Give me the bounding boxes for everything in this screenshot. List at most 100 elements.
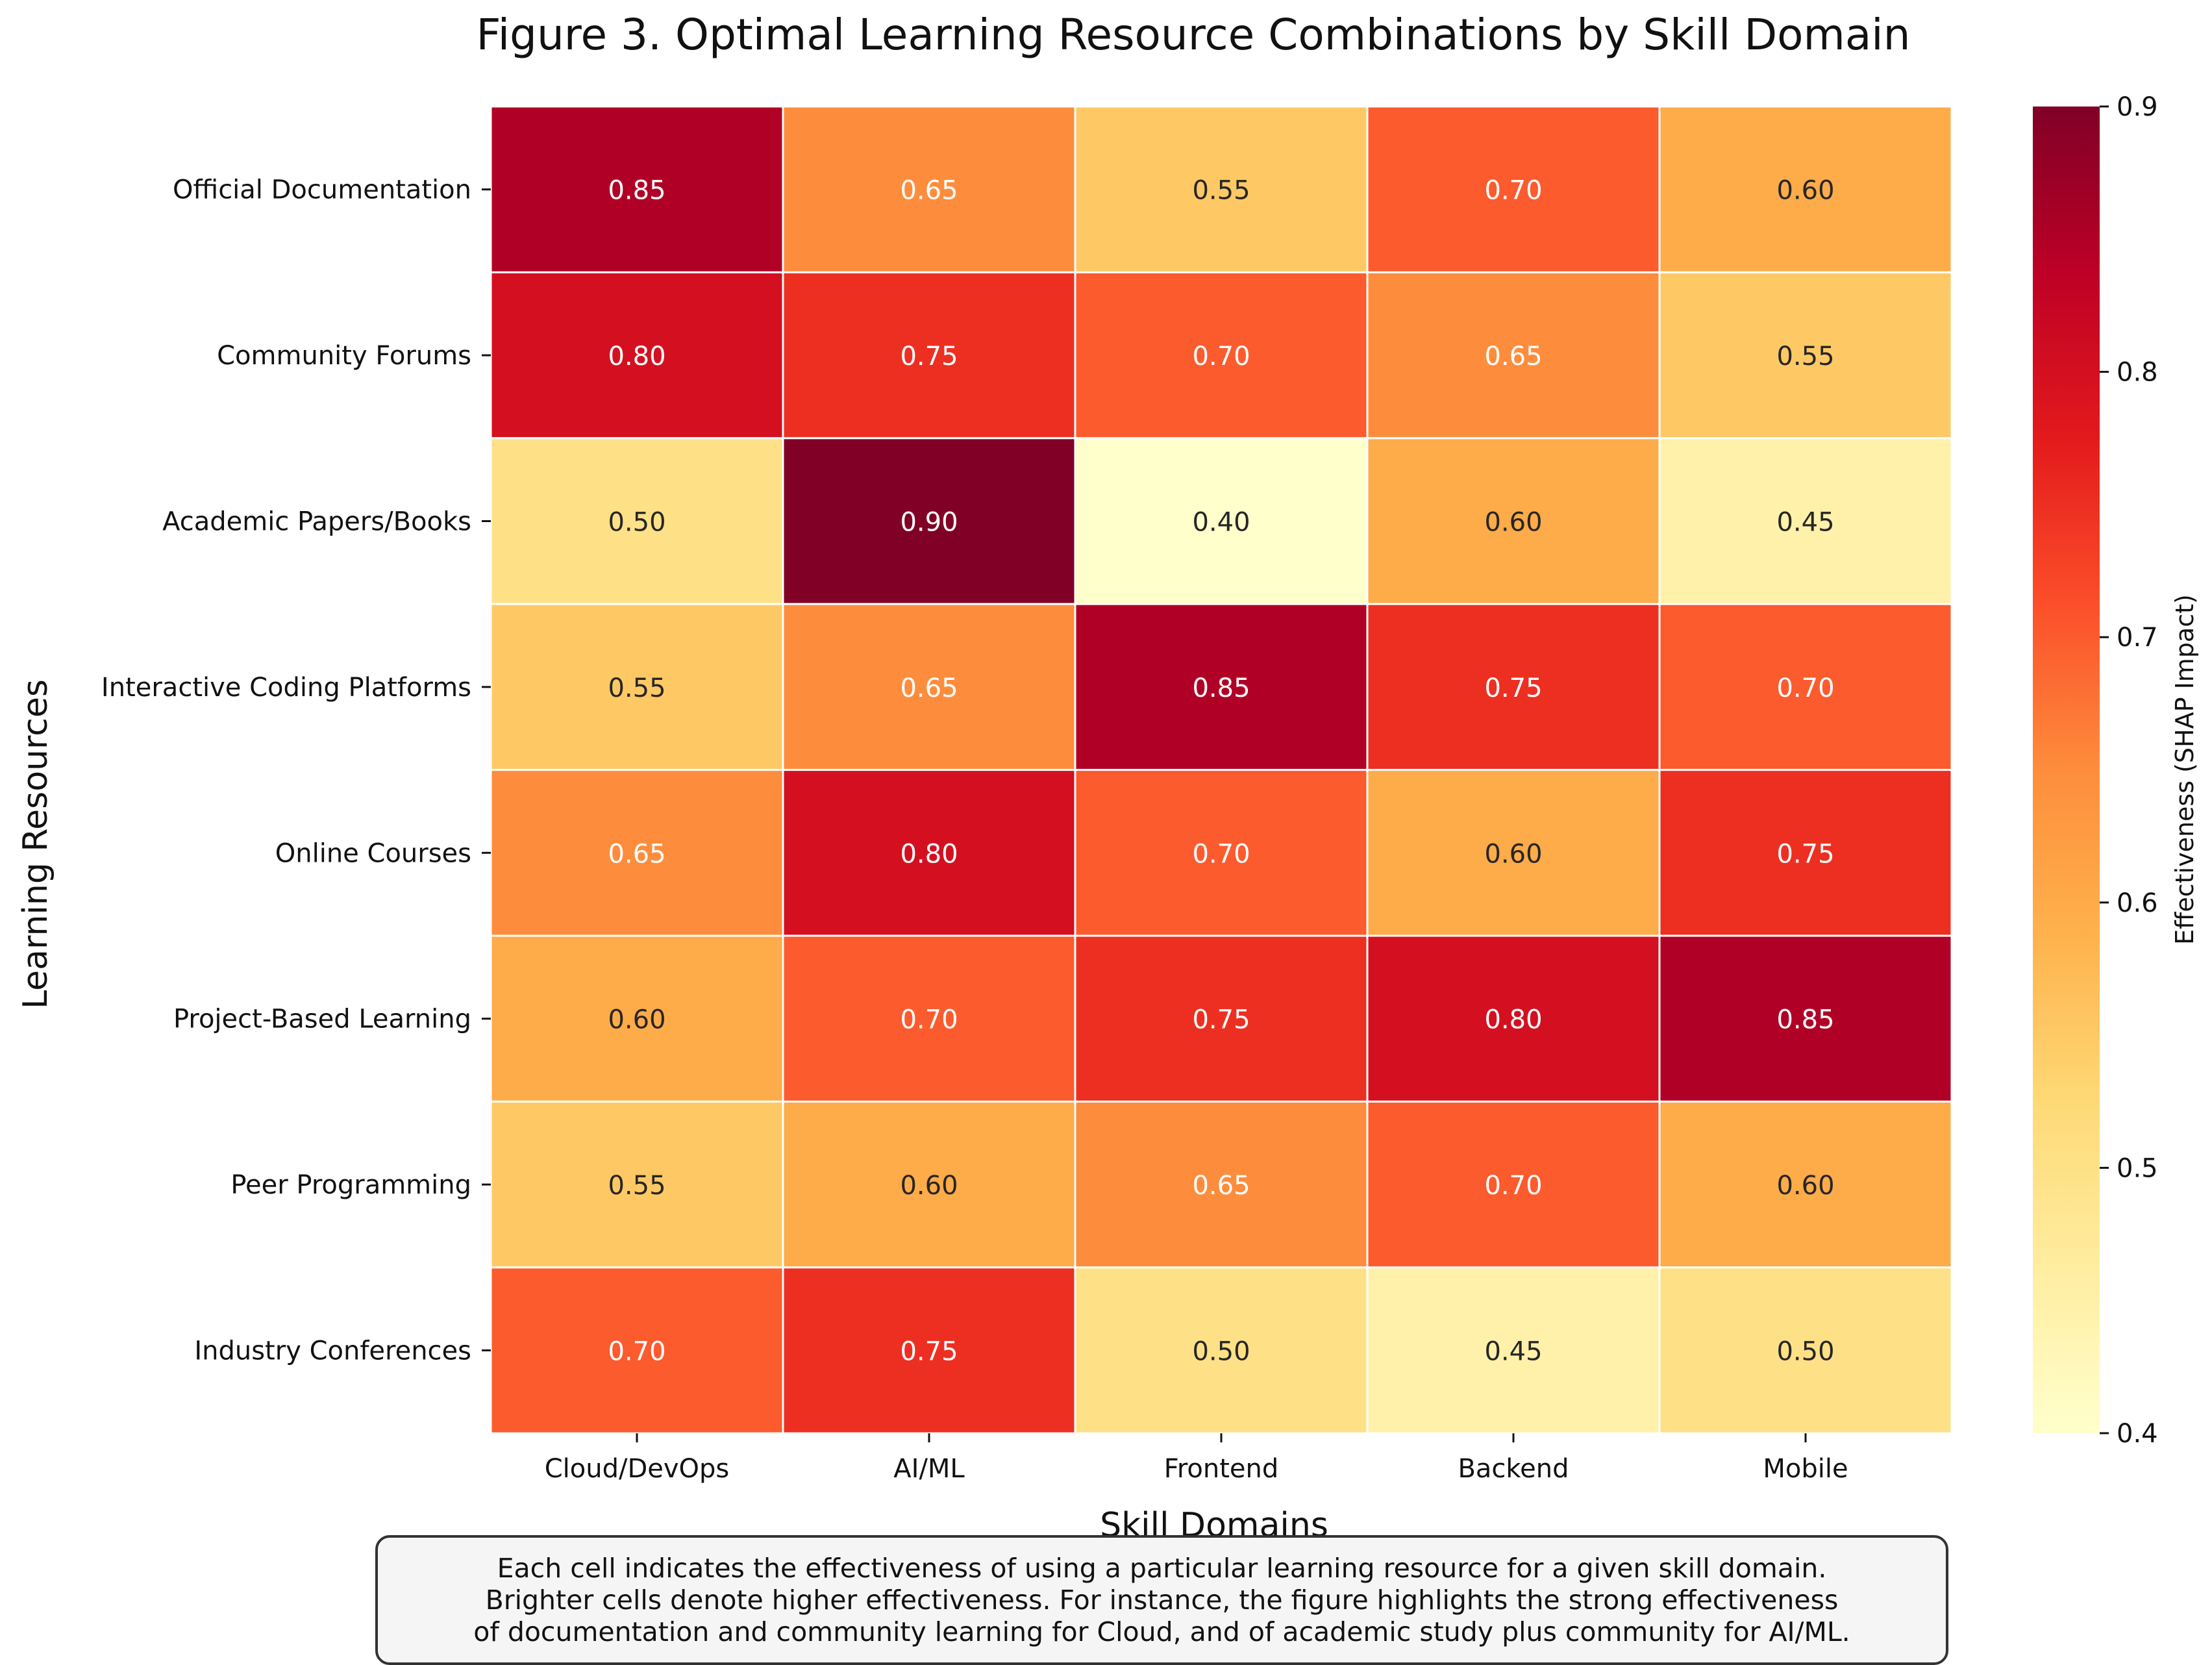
cell-value-label: 0.85: [1192, 673, 1250, 703]
cell-value-label: 0.45: [1484, 1337, 1542, 1367]
cell-value-label: 0.70: [1776, 673, 1834, 703]
cell-value-label: 0.90: [900, 508, 958, 538]
chart-title: Figure 3. Optimal Learning Resource Comb…: [477, 10, 1911, 60]
heatmap-cell: [782, 1266, 1076, 1434]
cell-value-label: 0.65: [900, 176, 958, 206]
y-tick-label: Official Documentation: [173, 175, 471, 205]
cell-value-label: 0.75: [900, 1337, 958, 1367]
cell-value-label: 0.60: [1776, 1171, 1834, 1201]
heatmap-cell: [490, 1266, 784, 1434]
colorbar-tick-label: 0.6: [2117, 888, 2158, 918]
y-tick-label: Interactive Coding Platforms: [101, 673, 471, 703]
colorbar-label: Effectiveness (SHAP Impact): [2170, 594, 2199, 945]
cell-value-label: 0.60: [900, 1171, 958, 1201]
cell-value-label: 0.55: [608, 1171, 665, 1201]
cell-value-label: 0.65: [1484, 342, 1542, 371]
colorbar-tick-label: 0.7: [2117, 623, 2158, 653]
y-tick-label: Project-Based Learning: [173, 1005, 471, 1034]
heatmap-cell: [490, 1100, 784, 1269]
heatmap-cell: [490, 769, 784, 937]
cell-value-label: 0.60: [1484, 839, 1542, 869]
heatmap-cell: [490, 271, 784, 440]
cell-value-label: 0.85: [1776, 1005, 1834, 1035]
cell-value-label: 0.55: [1192, 176, 1250, 206]
cell-value-label: 0.65: [608, 839, 665, 869]
cell-value-label: 0.75: [1776, 839, 1834, 869]
y-tick-label: Academic Papers/Books: [162, 507, 471, 537]
cell-value-label: 0.80: [1484, 1005, 1542, 1035]
y-axis-label: Learning Resources: [16, 679, 55, 1009]
cell-value-label: 0.45: [1776, 508, 1834, 538]
colorbar: [2033, 106, 2100, 1433]
y-tick-label: Peer Programming: [230, 1170, 471, 1200]
cell-value-label: 0.75: [1484, 673, 1542, 703]
heatmap-cell: [1074, 934, 1369, 1103]
cell-value-label: 0.60: [608, 1005, 665, 1035]
heatmap-cell: [1074, 437, 1369, 605]
cell-value-label: 0.50: [1776, 1337, 1834, 1367]
cell-value-label: 0.70: [1192, 839, 1250, 869]
heatmap-cell: [1074, 105, 1369, 273]
heatmap-cell: [1658, 769, 1953, 937]
heatmap-cell: [782, 769, 1076, 937]
cell-value-label: 0.55: [608, 673, 665, 703]
heatmap-cell: [782, 105, 1076, 273]
caption-box: Each cell indicates the effectiveness of…: [375, 1535, 1948, 1665]
y-tick-label: Community Forums: [217, 341, 471, 371]
y-tick-label: Online Courses: [275, 838, 471, 868]
x-tick-label: Mobile: [1763, 1454, 1848, 1484]
heatmap-cells: 0.85 0.65 0.55 0.70 0.60 0.80 0.75 0.70 0.65 0.55…: [490, 105, 1953, 1434]
heatmap-cell: [1658, 1100, 1953, 1269]
x-tick-labels: Cloud/DevOps AI/ML Frontend Backend Mobile: [545, 1433, 1848, 1484]
cell-value-label: 0.70: [1484, 1171, 1542, 1201]
cell-value-label: 0.75: [1192, 1005, 1250, 1035]
colorbar-tick-label: 0.5: [2117, 1153, 2158, 1183]
cell-value-label: 0.55: [1776, 342, 1834, 371]
heatmap-cell: [1658, 1266, 1953, 1434]
heatmap-cell: [782, 437, 1076, 605]
cell-value-label: 0.65: [1192, 1171, 1250, 1201]
heatmap-cell: [1658, 437, 1953, 605]
y-tick-labels: Official Documentation Community Forums Ac…: [101, 175, 491, 1366]
heatmap-cell: [1366, 934, 1661, 1103]
heatmap-cell: [1074, 603, 1369, 771]
colorbar-tick-label: 0.4: [2117, 1419, 2158, 1449]
cell-value-label: 0.70: [900, 1005, 958, 1035]
cell-value-label: 0.60: [1776, 176, 1834, 206]
y-tick-label: Industry Conferences: [194, 1336, 471, 1366]
x-tick-label: AI/ML: [893, 1454, 965, 1484]
cell-value-label: 0.40: [1192, 508, 1250, 538]
caption-line: Each cell indicates the effectiveness of…: [497, 1552, 1827, 1584]
heatmap-cell: [1074, 1266, 1369, 1434]
cell-value-label: 0.80: [900, 839, 958, 869]
caption-line: Brighter cells denote higher effectivene…: [485, 1584, 1839, 1616]
heatmap-cell: [1366, 437, 1661, 605]
heatmap-cell: [1658, 934, 1953, 1103]
cell-value-label: 0.80: [608, 342, 665, 371]
heatmap-cell: [1366, 603, 1661, 771]
x-tick-label: Frontend: [1164, 1454, 1279, 1484]
heatmap-cell: [490, 105, 784, 273]
heatmap-cell: [1658, 105, 1953, 273]
colorbar-tick-label: 0.9: [2117, 92, 2158, 122]
cell-value-label: 0.65: [900, 673, 958, 703]
cell-value-label: 0.85: [608, 176, 665, 206]
x-tick-label: Cloud/DevOps: [545, 1454, 730, 1484]
colorbar-ticks: 0.4 0.5 0.6 0.7 0.8 0.9: [2100, 92, 2158, 1449]
heatmap-cell: [782, 603, 1076, 771]
heatmap-cell: [782, 934, 1076, 1103]
heatmap-cell: [1074, 271, 1369, 440]
heatmap-cell: [1074, 769, 1369, 937]
heatmap-cell: [1658, 603, 1953, 771]
cell-value-label: 0.70: [1484, 176, 1542, 206]
colorbar-tick-label: 0.8: [2117, 358, 2158, 388]
caption-line: of documentation and community learning …: [473, 1616, 1850, 1647]
cell-value-label: 0.75: [900, 342, 958, 371]
cell-value-label: 0.60: [1484, 508, 1542, 538]
x-tick-label: Backend: [1458, 1454, 1569, 1484]
cell-value-label: 0.70: [608, 1337, 665, 1367]
cell-value-label: 0.70: [1192, 342, 1250, 371]
cell-value-label: 0.50: [608, 508, 665, 538]
heatmap-cell: [1658, 271, 1953, 440]
